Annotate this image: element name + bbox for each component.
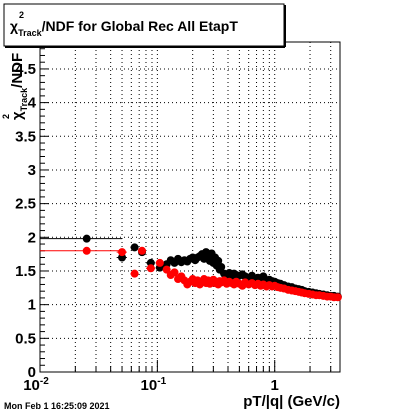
y-tick-label: 3 xyxy=(28,162,36,179)
plot-frame xyxy=(39,41,341,373)
red-data-point xyxy=(138,246,147,255)
title-sup: 2 xyxy=(19,10,24,20)
data-marks xyxy=(40,234,342,302)
y-tick-label: 1 xyxy=(28,297,36,314)
timestamp: Mon Feb 1 16:25:09 2021 xyxy=(4,401,110,411)
axis-ticks xyxy=(39,41,332,373)
y-tick-label: 4 xyxy=(28,95,37,112)
x-tick-labels: 10-2 10-1 1 xyxy=(23,376,279,394)
title-rest: /NDF for Global Rec All EtapT xyxy=(42,18,239,34)
red-data-point xyxy=(333,293,342,302)
black-data-point xyxy=(82,234,91,243)
black-data-point xyxy=(214,256,223,265)
y-tick-labels: 0 0.5 1 1.5 2 2.5 3 3.5 4 4.5 xyxy=(15,61,37,381)
svg-text:χTrack/NDF: χTrack/NDF xyxy=(9,53,29,120)
grid xyxy=(40,42,340,372)
black-data-point xyxy=(130,243,139,252)
x-tick-label: 10-2 xyxy=(23,376,49,394)
red-data-point xyxy=(170,268,179,277)
svg-text:χTrack/NDF for Global Rec All: χTrack/NDF for Global Rec All EtapT xyxy=(10,18,238,38)
red-data-point xyxy=(130,269,139,278)
x-axis-title: pT/|q| (GeV/c) xyxy=(243,393,340,410)
y-axis-title-sub: Track xyxy=(19,87,29,112)
red-data-point xyxy=(146,264,155,273)
y-tick-label: 1.5 xyxy=(15,263,36,280)
y-axis-title-sup: 2 xyxy=(1,114,11,119)
y-tick-label: 0.5 xyxy=(15,330,36,347)
red-data-point xyxy=(155,258,164,267)
black-data-point xyxy=(217,262,226,271)
y-axis-title-symbol: χ xyxy=(9,111,26,120)
title-symbol: χ xyxy=(10,18,18,34)
x-tick-label: 10-1 xyxy=(141,376,167,394)
y-axis-title-rest: /NDF xyxy=(9,53,26,88)
red-data-point xyxy=(118,248,127,257)
red-data-point xyxy=(82,246,91,255)
y-tick-label: 2 xyxy=(28,229,36,246)
y-axis-title: χTrack/NDF 2 xyxy=(1,53,29,120)
title-box: χTrack/NDF for Global Rec All EtapT 2 xyxy=(3,3,286,48)
title-sub: Track xyxy=(18,28,43,38)
y-tick-label: 4.5 xyxy=(15,61,36,78)
y-tick-label: 3.5 xyxy=(15,128,36,145)
x-tick-label: 1 xyxy=(271,377,279,394)
y-tick-label: 0 xyxy=(28,364,36,381)
y-tick-label: 2.5 xyxy=(15,196,36,213)
